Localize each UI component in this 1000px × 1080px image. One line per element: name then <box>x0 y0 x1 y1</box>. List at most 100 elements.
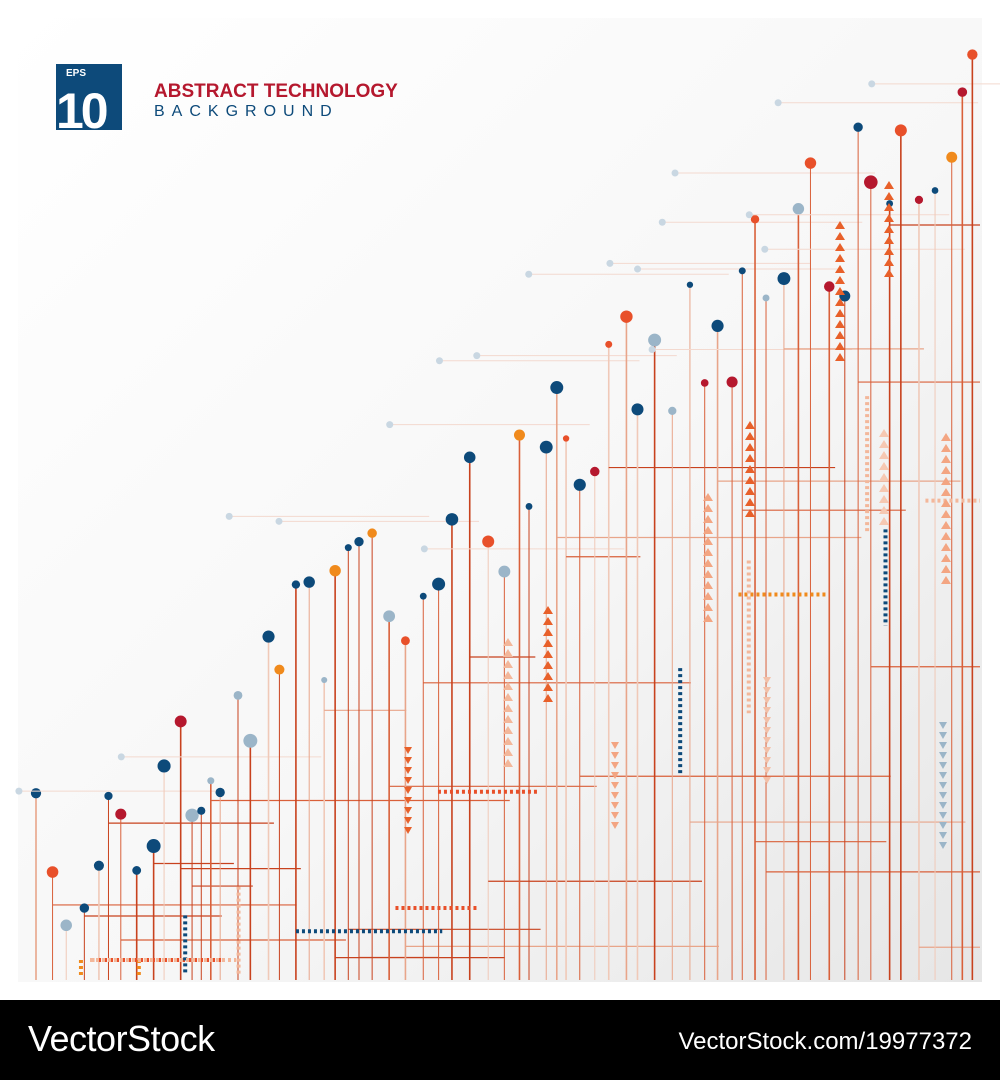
arrow-mark <box>941 576 951 584</box>
node-dot <box>562 435 570 442</box>
node-dot <box>445 513 459 526</box>
node-dot <box>401 636 410 646</box>
node-dot <box>777 272 791 285</box>
arrow-mark <box>543 650 553 658</box>
arrow-mark <box>503 693 513 701</box>
arrow-mark <box>503 682 513 690</box>
ghost-dot <box>648 345 656 353</box>
arrow-mark <box>941 455 951 463</box>
node-dot <box>700 379 709 387</box>
arrow-mark <box>884 258 894 266</box>
node-dot <box>750 215 760 224</box>
arrow-mark <box>835 342 845 350</box>
arrow-mark <box>703 548 713 556</box>
node-dot <box>605 340 613 348</box>
node-dot <box>174 715 187 728</box>
badge <box>56 64 122 130</box>
node-dot <box>291 580 301 589</box>
node-dot <box>432 577 446 591</box>
node-dot <box>804 157 817 169</box>
arrow-mark <box>884 214 894 222</box>
arrow-mark <box>939 812 947 819</box>
arrow-mark <box>835 265 845 273</box>
arrow-mark <box>763 687 771 694</box>
arrow-mark <box>941 477 951 485</box>
arrow-mark <box>404 777 412 784</box>
node-dot <box>463 451 476 464</box>
footer: VectorStock VectorStock.com/19977372 <box>0 1000 1000 1080</box>
arrow-mark <box>939 792 947 799</box>
node-dot <box>132 866 142 875</box>
node-dot <box>957 87 968 97</box>
arrow-mark <box>543 694 553 702</box>
ghost-dot <box>658 218 666 226</box>
arrow-mark <box>503 726 513 734</box>
arrow-mark <box>503 638 513 646</box>
node-dot <box>894 124 907 137</box>
arrow-mark <box>941 499 951 507</box>
node-dot <box>620 310 633 323</box>
arrow-mark <box>503 671 513 679</box>
node-dot <box>93 860 104 871</box>
arrow-mark <box>835 320 845 328</box>
title: ABSTRACT TECHNOLOGY <box>154 81 398 102</box>
arrow-mark <box>941 532 951 540</box>
ghost-dot <box>275 517 283 525</box>
arrow-mark <box>879 495 889 503</box>
node-dot <box>631 403 644 416</box>
arrow-mark <box>835 254 845 262</box>
arrow-mark <box>939 762 947 769</box>
arrow-mark <box>703 504 713 512</box>
arrow-mark <box>879 517 889 525</box>
ghost-dot <box>117 753 125 761</box>
arrow-mark <box>745 454 755 462</box>
arrow-mark <box>703 614 713 622</box>
arrow-mark <box>745 465 755 473</box>
node-dot <box>539 440 553 454</box>
url: VectorStock.com/19977372 <box>678 1028 972 1055</box>
node-dot <box>513 429 525 441</box>
node-dot <box>482 535 495 548</box>
arrow-mark <box>543 617 553 625</box>
arrow-mark <box>745 509 755 517</box>
arrow-mark <box>941 521 951 529</box>
arrow-mark <box>611 772 619 779</box>
node-dot <box>946 151 958 163</box>
arrow-mark <box>941 466 951 474</box>
node-dot <box>726 376 738 388</box>
arrow-mark <box>763 727 771 734</box>
arrow-mark <box>703 570 713 578</box>
ghost-dot <box>761 245 769 253</box>
arrow-mark <box>745 432 755 440</box>
arrow-mark <box>404 817 412 824</box>
arrow-mark <box>835 331 845 339</box>
node-dot <box>79 903 90 913</box>
subtitle: BACKGROUND <box>154 103 339 120</box>
node-dot <box>46 866 59 878</box>
node-dot <box>792 203 805 215</box>
arrow-mark <box>939 772 947 779</box>
arrow-mark <box>543 639 553 647</box>
arrow-mark <box>503 704 513 712</box>
node-dot <box>590 466 600 477</box>
arrow-mark <box>543 606 553 614</box>
arrow-mark <box>884 269 894 277</box>
arrow-mark <box>703 526 713 534</box>
arrow-mark <box>745 476 755 484</box>
badge-format: EPS <box>66 68 86 79</box>
node-dot <box>60 919 72 932</box>
arrow-mark <box>503 660 513 668</box>
arrow-mark <box>835 353 845 361</box>
node-dot <box>321 676 328 684</box>
node-dot <box>419 592 427 600</box>
node-dot <box>864 175 878 189</box>
arrow-mark <box>503 649 513 657</box>
arrow-mark <box>835 298 845 306</box>
arrow-mark <box>543 628 553 636</box>
arrow-mark <box>763 697 771 704</box>
arrow-mark <box>941 488 951 496</box>
node-dot <box>354 537 364 547</box>
arrow-mark <box>835 243 845 251</box>
ghost-dot <box>774 99 782 107</box>
